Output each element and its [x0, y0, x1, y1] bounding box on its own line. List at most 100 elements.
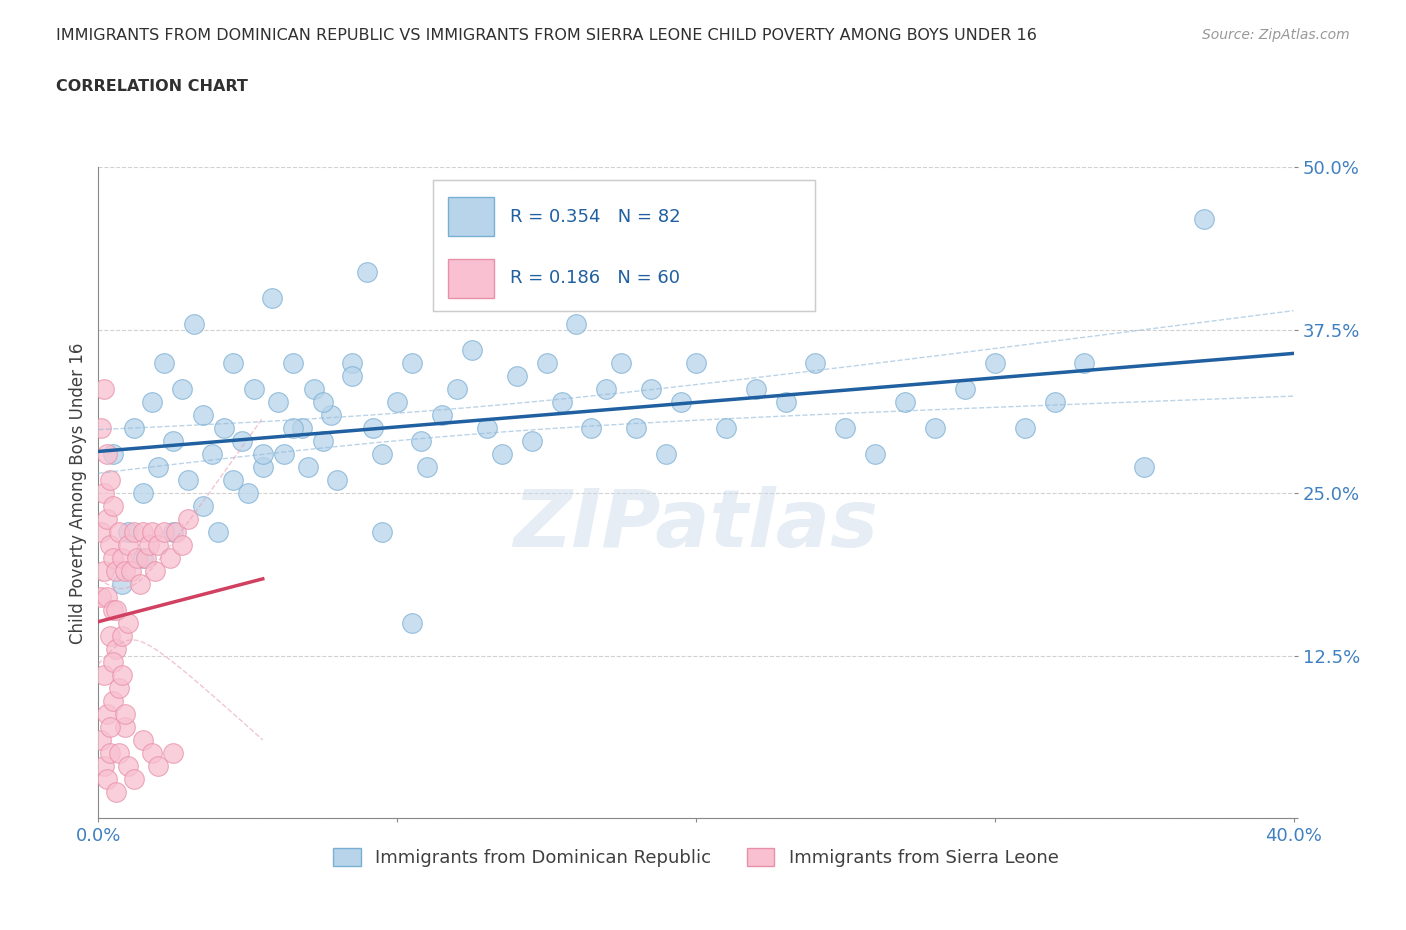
Point — [1133, 459, 1156, 474]
Point — [243, 381, 266, 396]
Point — [148, 459, 170, 474]
Legend: Immigrants from Dominican Republic, Immigrants from Sierra Leone: Immigrants from Dominican Republic, Immi… — [326, 841, 1066, 874]
Point — [159, 551, 181, 565]
Point — [342, 355, 364, 370]
Point — [1192, 212, 1215, 227]
Point — [984, 355, 1007, 370]
Point — [714, 420, 737, 435]
Point — [201, 446, 224, 461]
Point — [148, 538, 170, 552]
Point — [371, 446, 394, 461]
Point — [385, 394, 409, 409]
Point — [153, 525, 176, 539]
Text: CORRELATION CHART: CORRELATION CHART — [56, 79, 247, 94]
Point — [90, 590, 112, 604]
Point — [775, 394, 797, 409]
Point — [162, 746, 184, 761]
Point — [565, 316, 588, 331]
Point — [117, 759, 139, 774]
Text: IMMIGRANTS FROM DOMINICAN REPUBLIC VS IMMIGRANTS FROM SIERRA LEONE CHILD POVERTY: IMMIGRANTS FROM DOMINICAN REPUBLIC VS IM… — [56, 28, 1038, 43]
Point — [685, 355, 707, 370]
Point — [626, 420, 648, 435]
Point — [536, 355, 558, 370]
Point — [212, 420, 235, 435]
Point — [127, 551, 149, 565]
Point — [108, 746, 131, 761]
Point — [108, 681, 131, 696]
Point — [475, 420, 498, 435]
Point — [105, 785, 128, 800]
Point — [105, 642, 128, 657]
Point — [191, 407, 214, 422]
Point — [267, 394, 290, 409]
Point — [98, 720, 122, 735]
Point — [669, 394, 692, 409]
Point — [90, 525, 112, 539]
Point — [640, 381, 662, 396]
Point — [745, 381, 768, 396]
Point — [96, 772, 118, 787]
Point — [103, 655, 125, 670]
Point — [132, 551, 155, 565]
Point — [252, 446, 274, 461]
Point — [291, 420, 314, 435]
Point — [177, 512, 200, 526]
Point — [165, 525, 187, 539]
Point — [93, 564, 115, 578]
Point — [610, 355, 633, 370]
Point — [550, 394, 572, 409]
Point — [111, 577, 134, 591]
Point — [363, 420, 385, 435]
Point — [894, 394, 917, 409]
Point — [834, 420, 856, 435]
Point — [581, 420, 603, 435]
Point — [124, 525, 146, 539]
Point — [411, 433, 433, 448]
Point — [1043, 394, 1066, 409]
Point — [491, 446, 513, 461]
Point — [103, 498, 125, 513]
Point — [103, 603, 125, 618]
Point — [231, 433, 253, 448]
Point — [117, 616, 139, 631]
Point — [865, 446, 887, 461]
Point — [260, 290, 283, 305]
Point — [117, 525, 139, 539]
Point — [1073, 355, 1095, 370]
Point — [98, 629, 122, 644]
Point — [111, 629, 134, 644]
Point — [141, 746, 163, 761]
Point — [520, 433, 543, 448]
Point — [924, 420, 946, 435]
Point — [281, 355, 304, 370]
Point — [162, 433, 184, 448]
Point — [90, 733, 112, 748]
Point — [129, 577, 152, 591]
Point — [93, 668, 115, 683]
Point — [177, 472, 200, 487]
Point — [135, 551, 157, 565]
Point — [446, 381, 468, 396]
Point — [132, 525, 155, 539]
Point — [103, 446, 125, 461]
Point — [93, 485, 115, 500]
Point — [153, 355, 176, 370]
Point — [143, 564, 166, 578]
Point — [105, 564, 128, 578]
Point — [172, 538, 194, 552]
Point — [93, 381, 115, 396]
Point — [252, 459, 274, 474]
Point — [120, 564, 142, 578]
Point — [273, 446, 295, 461]
Point — [595, 381, 617, 396]
Point — [297, 459, 319, 474]
Point — [311, 394, 333, 409]
Point — [326, 472, 349, 487]
Point — [222, 355, 245, 370]
Point — [114, 564, 136, 578]
Point — [114, 707, 136, 722]
Point — [148, 759, 170, 774]
Text: Source: ZipAtlas.com: Source: ZipAtlas.com — [1202, 28, 1350, 42]
Point — [114, 720, 136, 735]
Point — [124, 772, 146, 787]
